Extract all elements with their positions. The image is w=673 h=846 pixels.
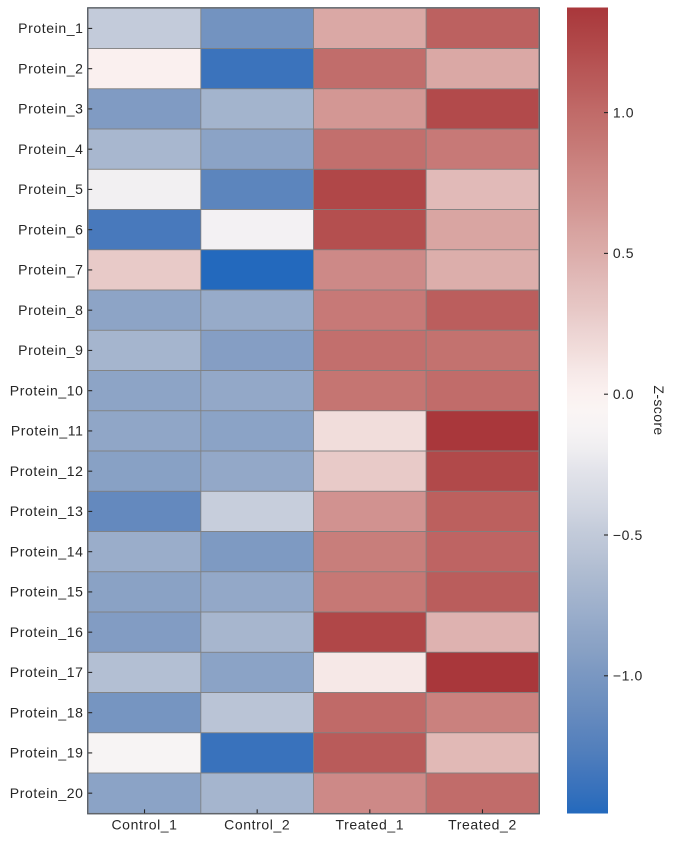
svg-text:−1.0: −1.0: [613, 668, 643, 684]
svg-text:Protein_12: Protein_12: [10, 463, 84, 479]
svg-text:Protein_3: Protein_3: [18, 101, 83, 117]
svg-text:0.0: 0.0: [613, 386, 634, 402]
svg-text:Protein_1: Protein_1: [18, 20, 83, 36]
svg-text:Protein_7: Protein_7: [18, 262, 83, 278]
svg-text:Control_2: Control_2: [224, 817, 290, 833]
svg-text:Protein_13: Protein_13: [10, 503, 84, 519]
svg-text:0.5: 0.5: [613, 245, 634, 261]
svg-text:Treated_1: Treated_1: [335, 817, 404, 833]
svg-text:Protein_2: Protein_2: [18, 60, 83, 76]
svg-text:Protein_10: Protein_10: [10, 382, 84, 398]
svg-text:Protein_6: Protein_6: [18, 221, 83, 237]
svg-text:−0.5: −0.5: [613, 527, 643, 543]
svg-text:Protein_4: Protein_4: [18, 141, 83, 157]
svg-text:Protein_16: Protein_16: [10, 624, 84, 640]
svg-text:Protein_20: Protein_20: [10, 785, 84, 801]
svg-text:Protein_8: Protein_8: [18, 302, 83, 318]
svg-text:Protein_15: Protein_15: [10, 584, 84, 600]
svg-text:Protein_9: Protein_9: [18, 342, 83, 358]
svg-text:Protein_18: Protein_18: [10, 704, 84, 720]
svg-text:Protein_19: Protein_19: [10, 745, 84, 761]
svg-text:Z-score: Z-score: [651, 385, 667, 435]
svg-text:Protein_5: Protein_5: [18, 181, 83, 197]
svg-text:Control_1: Control_1: [111, 817, 177, 833]
svg-text:Protein_11: Protein_11: [11, 423, 84, 439]
svg-text:Treated_2: Treated_2: [448, 817, 517, 833]
svg-text:1.0: 1.0: [613, 104, 634, 120]
svg-text:Protein_14: Protein_14: [10, 543, 84, 559]
svg-text:Protein_17: Protein_17: [10, 664, 84, 680]
